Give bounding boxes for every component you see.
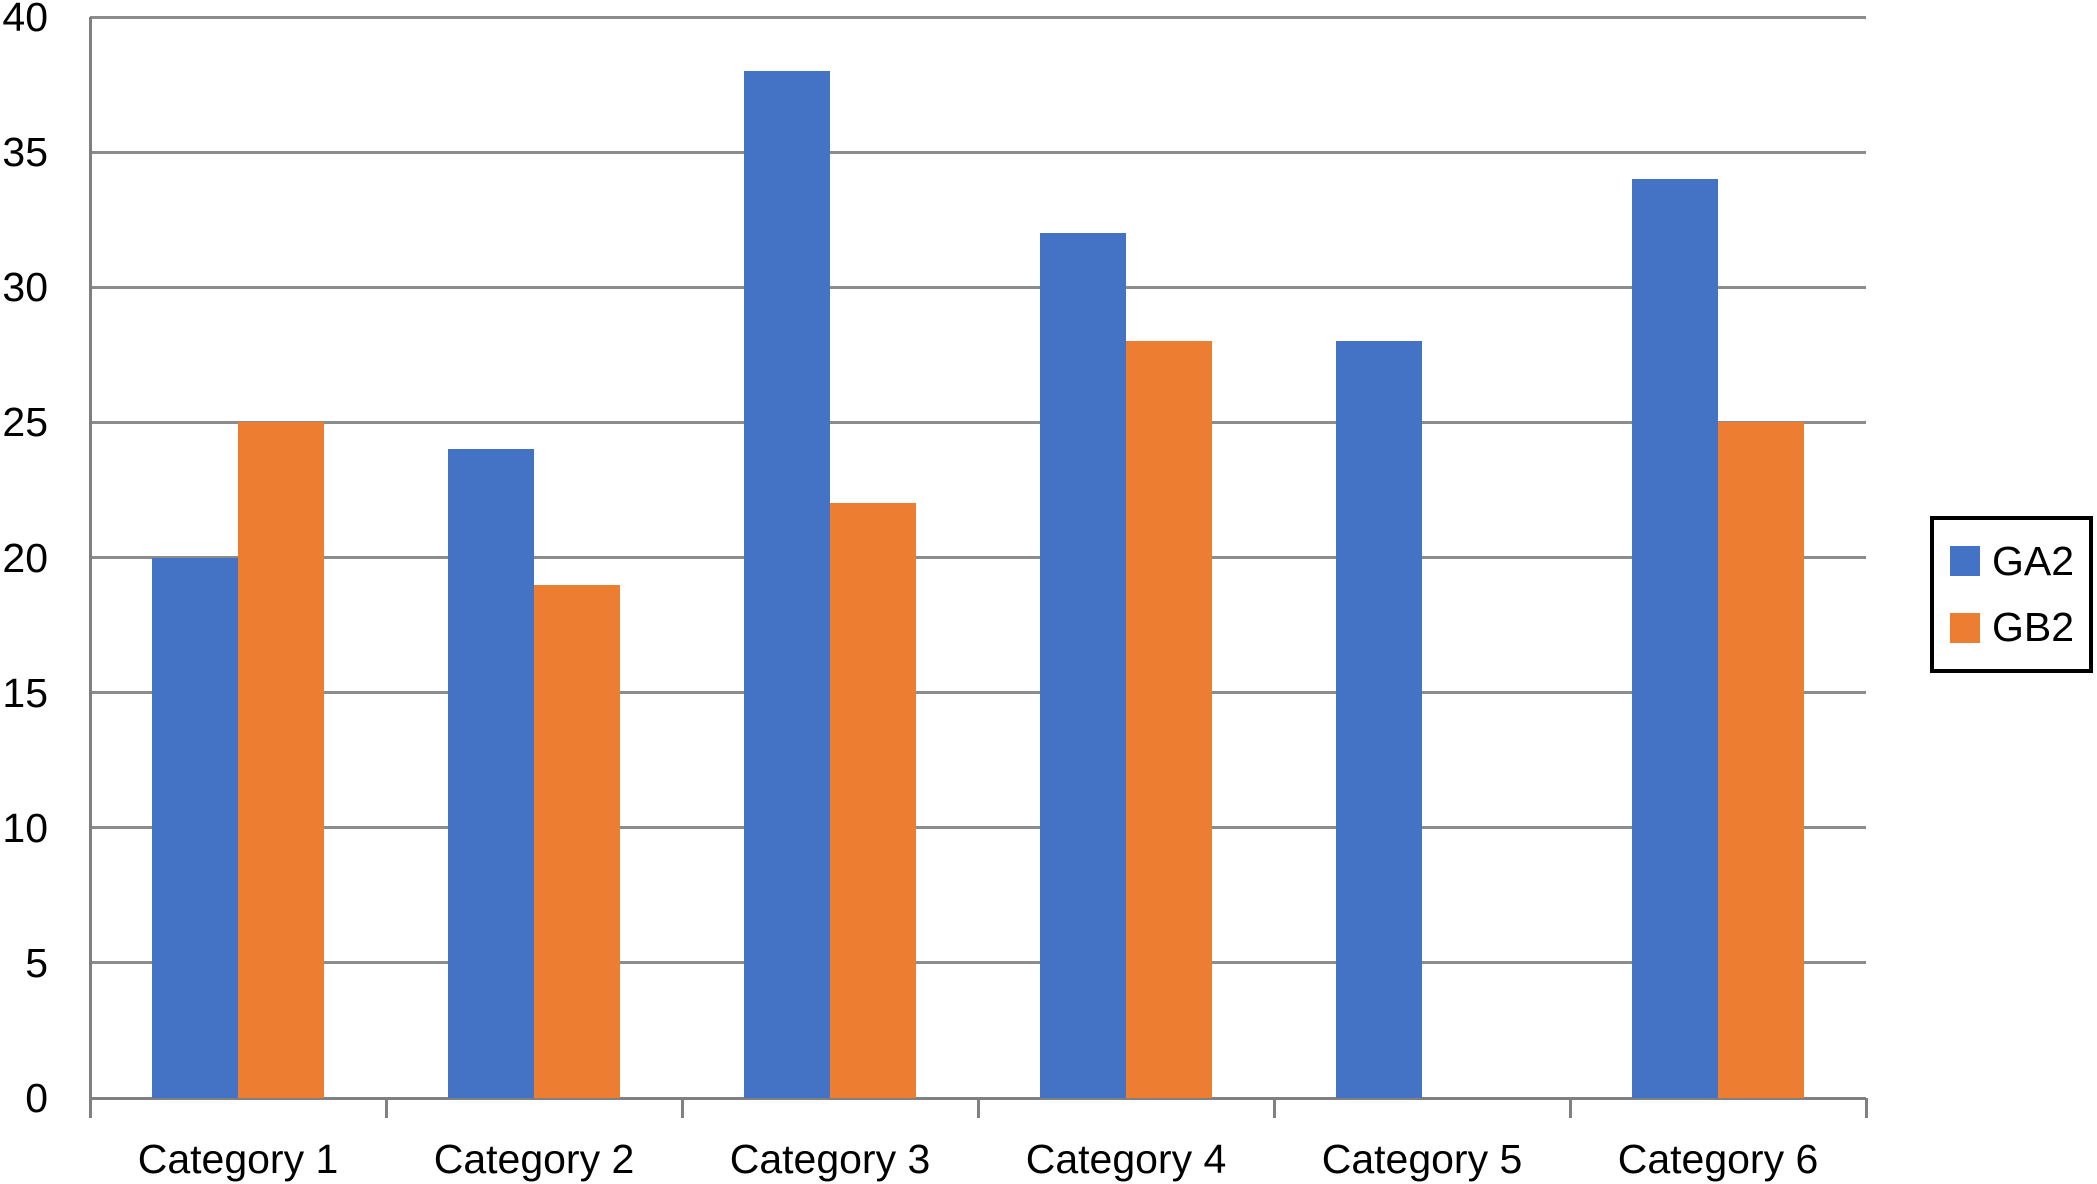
x-category-label: Category 6 (1617, 1136, 1819, 1182)
y-tick-label: 20 (2, 534, 48, 581)
category-group (1570, 17, 1866, 1098)
gridline (90, 556, 1866, 559)
x-axis-tick (384, 1098, 388, 1118)
bar-ga2-category-2 (448, 449, 534, 1098)
bar-gb2-category-1 (238, 422, 324, 1098)
x-axis-tick (1568, 1098, 1572, 1118)
gridline (90, 961, 1866, 965)
gridline (90, 420, 1866, 424)
bar-ga2-category-4 (1040, 233, 1126, 1098)
category-group (386, 17, 682, 1098)
y-tick-label: 30 (2, 264, 48, 311)
legend-entry-gb2: GB2 (1950, 607, 2089, 648)
y-tick-label: 15 (2, 669, 48, 716)
bar-ga2-category-5 (1336, 341, 1422, 1098)
gridline (90, 150, 1866, 154)
bar-ga2-category-1 (152, 557, 238, 1098)
x-axis-tick (680, 1098, 684, 1118)
bar-ga2-category-3 (744, 71, 830, 1098)
x-category-label: Category 5 (1321, 1136, 1523, 1182)
x-category-label: Category 4 (1025, 1136, 1227, 1182)
bar-gb2-category-4 (1126, 341, 1212, 1098)
legend-entry-ga2: GA2 (1950, 537, 2089, 584)
x-category-label: Category 1 (137, 1136, 339, 1182)
y-tick-label: 25 (2, 399, 48, 446)
gridline (90, 691, 1866, 695)
legend-label: GB2 (1992, 604, 2075, 651)
x-axis-tick (1864, 1098, 1868, 1118)
bar-gb2-category-2 (534, 584, 620, 1098)
y-tick-label: 40 (2, 0, 48, 40)
x-axis-tick (976, 1098, 980, 1118)
y-tick-label: 10 (2, 804, 48, 851)
gridline (90, 826, 1866, 830)
y-tick-label: 35 (2, 129, 48, 176)
x-category-label: Category 3 (729, 1136, 931, 1182)
gridline (90, 285, 1866, 289)
y-tick-label: 5 (25, 939, 48, 986)
x-category-label: Category 2 (433, 1136, 635, 1182)
category-group (978, 17, 1274, 1098)
bar-gb2-category-6 (1718, 422, 1804, 1098)
legend-swatch-icon (1950, 612, 1980, 643)
bar-gb2-category-3 (830, 503, 916, 1098)
x-axis-tick (1272, 1098, 1276, 1118)
legend-swatch-icon (1950, 546, 1980, 577)
y-tick-label: 0 (25, 1075, 48, 1121)
category-group (1274, 17, 1570, 1098)
gridline (90, 15, 1866, 19)
category-group (682, 17, 978, 1098)
legend: GA2 GB2 (1930, 516, 2093, 673)
legend-label: GA2 (1992, 537, 2075, 584)
y-axis-line (88, 17, 92, 1118)
category-group (90, 17, 386, 1098)
bar-ga2-category-6 (1632, 179, 1718, 1098)
